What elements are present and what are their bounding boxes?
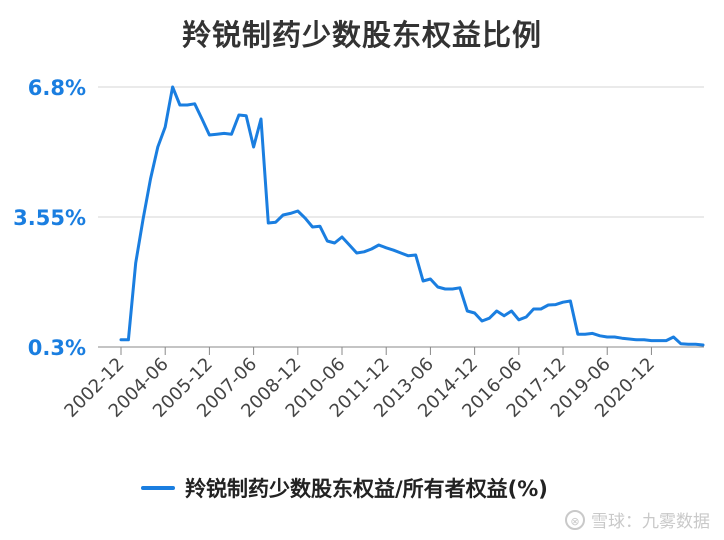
y-tick-label: 0.3% bbox=[28, 336, 86, 360]
watermark-text: 雪球：九雾数据 bbox=[591, 512, 710, 532]
legend-label: 羚锐制药少数股东权益/所有者权益(%) bbox=[185, 477, 548, 501]
grid-lines bbox=[98, 86, 704, 348]
y-tick-label: 6.8% bbox=[28, 76, 86, 100]
y-axis-ticks: 6.8% 3.55% 0.3% bbox=[13, 76, 86, 360]
chart-title: 羚锐制药少数股东权益比例 bbox=[181, 18, 542, 52]
watermark: ⊗ 雪球：九雾数据 bbox=[565, 507, 710, 532]
series-line bbox=[119, 85, 705, 347]
y-tick-label: 3.55% bbox=[13, 206, 86, 230]
legend: 羚锐制药少数股东权益/所有者权益(%) bbox=[141, 473, 548, 503]
legend-swatch bbox=[141, 486, 175, 490]
series-layer bbox=[119, 85, 705, 347]
x-axis-ticks: 2002-122004-062005-122007-062008-122010-… bbox=[60, 347, 659, 422]
snowball-logo-icon: ⊗ bbox=[565, 509, 585, 530]
